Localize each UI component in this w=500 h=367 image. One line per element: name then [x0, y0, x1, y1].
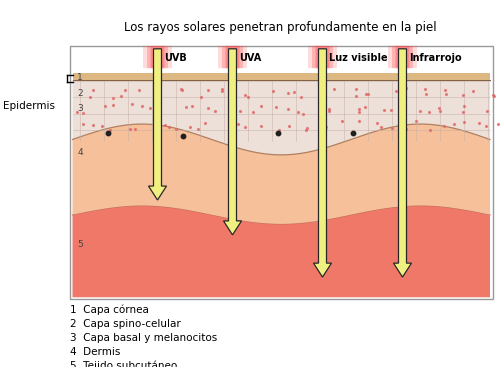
Text: 5  Tejido subcutáneo: 5 Tejido subcutáneo: [70, 361, 177, 367]
Text: 3  Capa basal y melanocitos: 3 Capa basal y melanocitos: [70, 333, 217, 343]
Text: 4  Dermis: 4 Dermis: [70, 347, 120, 357]
Text: 2: 2: [77, 89, 83, 98]
FancyArrow shape: [224, 49, 242, 235]
Text: Los rayos solares penetran profundamente en la piel: Los rayos solares penetran profundamente…: [124, 21, 436, 34]
Text: 1  Capa córnea: 1 Capa córnea: [70, 305, 149, 315]
Text: Luz visible: Luz visible: [329, 53, 388, 63]
FancyBboxPatch shape: [222, 46, 243, 68]
Text: 4: 4: [77, 148, 83, 157]
Polygon shape: [72, 124, 490, 224]
Text: 3: 3: [77, 104, 83, 113]
Text: UVA: UVA: [239, 53, 261, 63]
FancyBboxPatch shape: [396, 46, 409, 68]
FancyBboxPatch shape: [312, 46, 333, 68]
FancyBboxPatch shape: [218, 46, 247, 68]
FancyBboxPatch shape: [150, 46, 164, 68]
FancyArrow shape: [314, 49, 332, 277]
FancyArrow shape: [148, 49, 166, 200]
FancyBboxPatch shape: [226, 46, 239, 68]
Text: 2  Capa spino-celular: 2 Capa spino-celular: [70, 319, 181, 329]
Polygon shape: [72, 206, 490, 297]
Polygon shape: [72, 73, 490, 297]
FancyBboxPatch shape: [308, 46, 337, 68]
Text: Infrarrojo: Infrarrojo: [409, 53, 462, 63]
FancyArrow shape: [394, 49, 411, 277]
FancyBboxPatch shape: [316, 46, 330, 68]
FancyBboxPatch shape: [70, 46, 492, 299]
Text: UVB: UVB: [164, 53, 187, 63]
Text: 1: 1: [77, 73, 83, 81]
Text: 5: 5: [77, 240, 83, 248]
FancyBboxPatch shape: [147, 46, 168, 68]
Text: Epidermis: Epidermis: [2, 101, 54, 110]
FancyBboxPatch shape: [143, 46, 172, 68]
Polygon shape: [72, 73, 490, 80]
FancyBboxPatch shape: [392, 46, 413, 68]
FancyBboxPatch shape: [388, 46, 417, 68]
Polygon shape: [72, 80, 490, 155]
